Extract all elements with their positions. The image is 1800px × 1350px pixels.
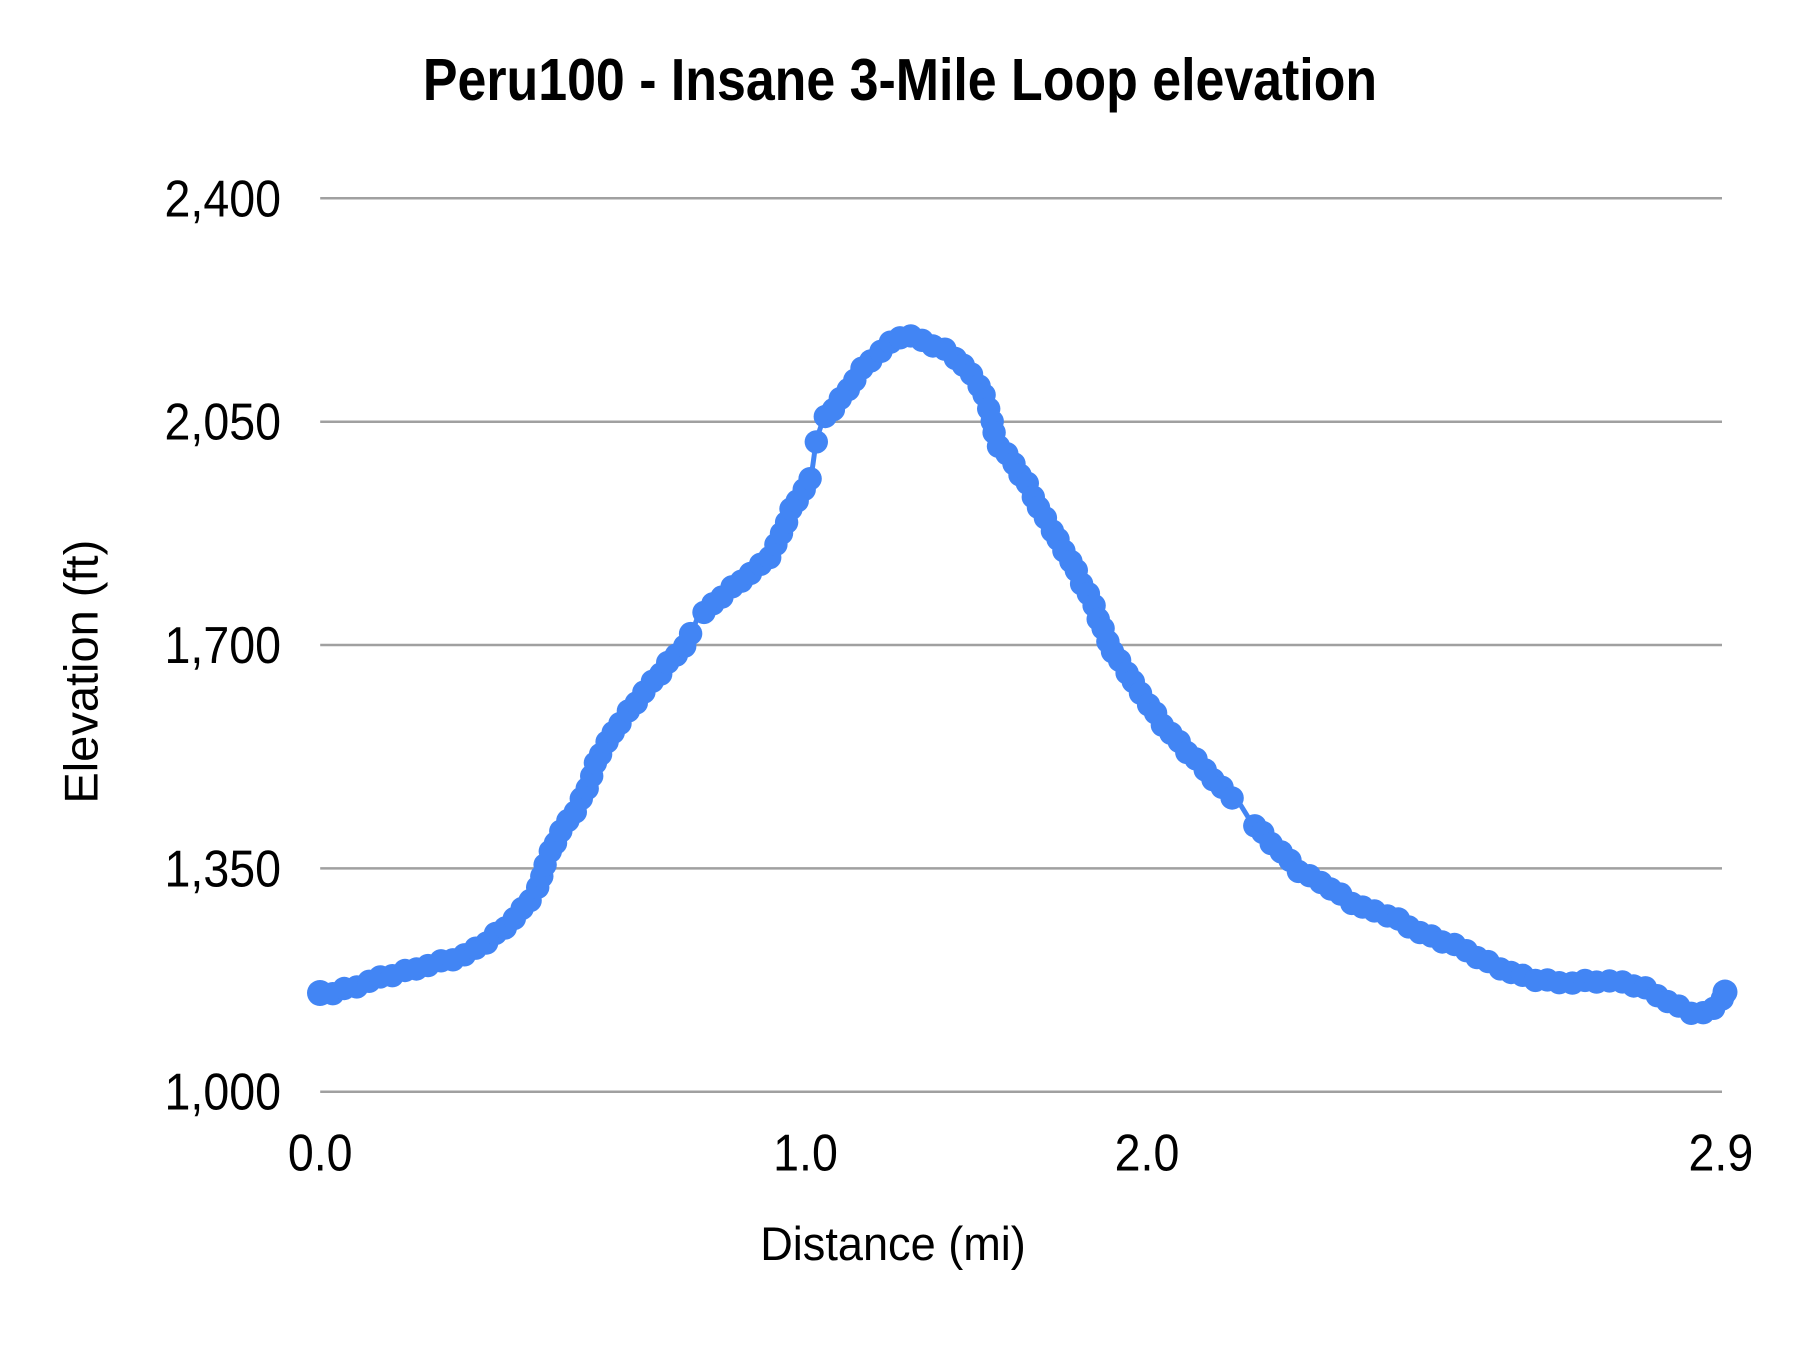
svg-text:Peru100 - Insane 3-Mile Loop e: Peru100 - Insane 3-Mile Loop elevation [423, 46, 1377, 113]
svg-text:2.9: 2.9 [1689, 1124, 1754, 1182]
svg-text:Distance (mi): Distance (mi) [760, 1217, 1026, 1270]
svg-text:2,400: 2,400 [165, 170, 281, 228]
svg-text:1,350: 1,350 [165, 840, 281, 898]
svg-text:0.0: 0.0 [288, 1124, 353, 1182]
svg-text:2,050: 2,050 [165, 393, 281, 451]
svg-text:1,000: 1,000 [165, 1063, 281, 1121]
svg-text:1,700: 1,700 [165, 617, 281, 675]
svg-text:2.0: 2.0 [1115, 1124, 1180, 1182]
svg-text:1.0: 1.0 [773, 1124, 838, 1182]
svg-text:Elevation (ft): Elevation (ft) [55, 540, 108, 804]
